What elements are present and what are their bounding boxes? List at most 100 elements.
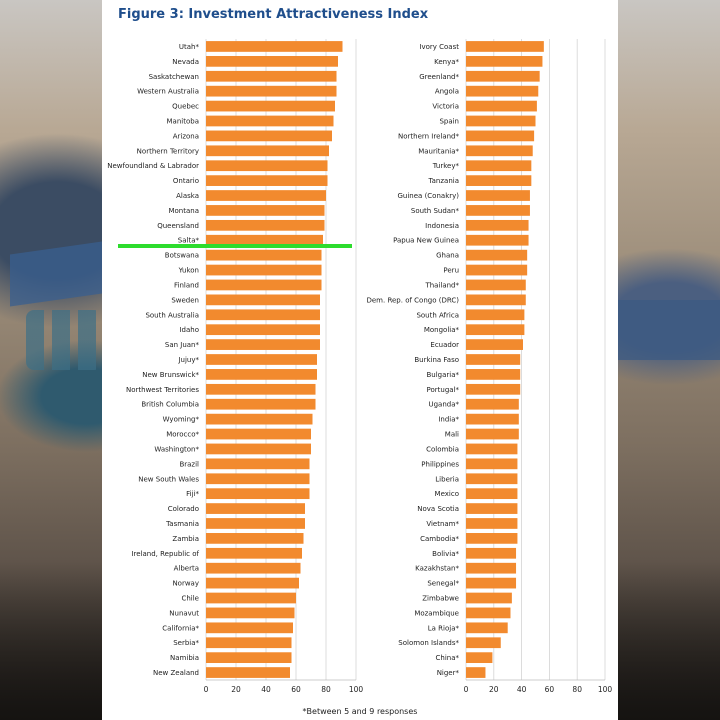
- category-label-left-33: Zambia: [172, 535, 199, 543]
- category-label-left-4: Quebec: [172, 103, 199, 111]
- bar-charts: Utah* Nevada Saskatchewan Western Australia…: [107, 39, 613, 694]
- bar-right-17: [466, 294, 526, 306]
- category-label-left-36: Norway: [172, 580, 199, 588]
- bar-right-15: [466, 264, 528, 276]
- category-label-right-37: Zimbabwe: [422, 595, 459, 603]
- category-label-right-23: Portugal*: [427, 386, 460, 394]
- category-label-left-35: Alberta: [174, 565, 199, 573]
- bar-right-21: [466, 354, 521, 365]
- category-label-right-31: Nova Scotia: [417, 505, 459, 513]
- bar-left-33: [206, 533, 304, 544]
- bar-right-30: [466, 488, 518, 500]
- category-label-right-17: Dem. Rep. of Congo (DRC): [366, 296, 459, 304]
- bar-left-20: [206, 339, 320, 350]
- tick-label-left-5: 100: [349, 685, 364, 694]
- category-label-left-29: New South Wales: [138, 475, 199, 483]
- bar-left-37: [206, 592, 296, 604]
- bar-left-6: [206, 130, 332, 142]
- category-label-left-25: Wyoming*: [163, 416, 200, 424]
- bar-left-30: [206, 488, 310, 500]
- bar-right-34: [466, 547, 517, 559]
- bar-left-10: [206, 190, 326, 201]
- bar-left-25: [206, 413, 313, 425]
- category-label-right-12: Indonesia: [425, 222, 459, 230]
- bar-right-37: [466, 592, 512, 604]
- category-label-left-20: San Juan*: [165, 341, 200, 349]
- category-label-right-22: Bulgaria*: [426, 371, 459, 379]
- bar-right-28: [466, 458, 518, 470]
- tick-label-left-0: 0: [204, 685, 209, 694]
- bar-right-1: [466, 55, 543, 67]
- category-label-left-5: Manitoba: [167, 117, 199, 125]
- category-label-right-21: Burkina Faso: [414, 356, 459, 364]
- category-label-left-38: Nunavut: [169, 609, 199, 617]
- category-label-right-3: Angola: [435, 88, 459, 96]
- bar-left-3: [206, 85, 337, 97]
- bar-left-14: [206, 249, 322, 261]
- category-label-right-18: South Africa: [416, 311, 459, 319]
- bar-right-41: [466, 652, 493, 664]
- category-label-right-26: Mali: [445, 431, 459, 439]
- bar-left-27: [206, 443, 311, 455]
- bar-right-24: [466, 398, 519, 410]
- bar-right-23: [466, 383, 521, 395]
- category-label-right-7: Mauritania*: [418, 147, 459, 155]
- bar-left-11: [206, 205, 325, 216]
- category-label-left-32: Tasmania: [165, 520, 199, 528]
- bar-right-0: [466, 41, 544, 52]
- category-label-right-8: Turkey*: [432, 162, 460, 170]
- category-label-left-23: Northwest Territories: [126, 386, 199, 394]
- figure-panel: Figure 3: Investment Attractiveness Inde…: [102, 0, 618, 720]
- category-label-left-19: Idaho: [179, 326, 199, 334]
- bar-right-27: [466, 443, 518, 455]
- bar-left-40: [206, 637, 292, 649]
- bar-right-10: [466, 190, 530, 201]
- bar-right-20: [466, 339, 523, 350]
- tick-label-left-1: 20: [231, 685, 241, 694]
- category-label-right-5: Spain: [439, 117, 459, 125]
- category-label-left-22: New Brunswick*: [142, 371, 199, 379]
- category-label-right-27: Colombia: [426, 445, 459, 453]
- footnote: *Between 5 and 9 responses: [302, 707, 418, 716]
- tick-label-left-3: 60: [291, 685, 301, 694]
- bar-right-4: [466, 100, 537, 112]
- category-label-left-21: Jujuy*: [177, 356, 199, 364]
- bar-left-39: [206, 622, 293, 634]
- category-label-left-28: Brazil: [179, 460, 199, 468]
- bar-left-21: [206, 354, 317, 365]
- tick-label-right-5: 100: [598, 685, 613, 694]
- bar-left-0: [206, 41, 343, 52]
- bar-left-35: [206, 562, 301, 574]
- bar-right-2: [466, 70, 540, 82]
- category-label-left-3: Western Australia: [137, 88, 199, 96]
- category-label-left-17: Sweden: [171, 296, 199, 304]
- bar-right-9: [466, 175, 532, 186]
- bar-left-12: [206, 219, 325, 231]
- category-label-left-15: Yukon: [178, 267, 199, 275]
- bar-left-4: [206, 100, 335, 112]
- category-label-left-18: South Australia: [145, 311, 199, 319]
- category-label-left-1: Nevada: [172, 58, 199, 66]
- category-label-left-34: Ireland, Republic of: [131, 550, 199, 558]
- bar-left-22: [206, 369, 317, 380]
- bar-left-15: [206, 264, 322, 276]
- category-label-left-14: Botswana: [165, 252, 199, 260]
- category-label-right-42: Niger*: [437, 669, 460, 677]
- category-label-left-9: Ontario: [173, 177, 199, 185]
- bar-left-5: [206, 115, 334, 127]
- category-label-right-24: Uganda*: [428, 401, 459, 409]
- category-label-left-2: Saskatchewan: [149, 73, 199, 81]
- tick-label-right-3: 60: [545, 685, 555, 694]
- category-label-right-1: Kenya*: [434, 58, 459, 66]
- bar-right-35: [466, 562, 517, 574]
- category-label-right-9: Tanzania: [428, 177, 459, 185]
- bar-left-28: [206, 458, 310, 470]
- bar-right-3: [466, 85, 539, 97]
- background-building-right: [618, 300, 720, 360]
- bar-left-7: [206, 145, 329, 157]
- bar-left-41: [206, 652, 292, 664]
- bar-left-16: [206, 279, 322, 291]
- chart-left: Utah* Nevada Saskatchewan Western Australia…: [107, 39, 363, 694]
- bar-left-36: [206, 577, 299, 589]
- bar-left-2: [206, 70, 337, 82]
